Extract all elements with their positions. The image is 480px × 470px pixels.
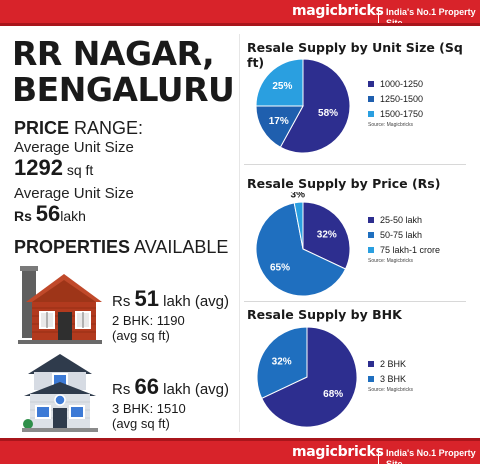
pie-slice-label-1: 58%: [318, 108, 338, 119]
legend-swatch: [368, 216, 374, 223]
chart-2-title: Resale Supply by Price (Rs): [247, 176, 441, 191]
legend-swatch: [368, 246, 374, 253]
legend-item-1: 25-50 lakh: [368, 212, 440, 227]
property-2-suffix: lakh (avg): [158, 381, 230, 398]
footer-brand-logo[interactable]: magicbricks: [292, 444, 384, 460]
avg-price-prefix: Rs: [14, 208, 36, 224]
chart-3-pie: 68% 32%: [256, 326, 358, 428]
property-1-unit: (avg sq ft): [112, 328, 170, 343]
legend-swatch: [368, 80, 374, 87]
property-2-price: Rs 66 lakh (avg): [112, 376, 229, 401]
properties-heading-rest: AVAILABLE: [130, 237, 229, 257]
legend-swatch: [368, 231, 374, 238]
legend-item-1: 1000-1250: [368, 76, 423, 91]
legend-item-3: 75 lakh-1 crore: [368, 242, 440, 257]
page-title: RR NAGAR, BENGALURU: [12, 34, 235, 109]
avg-price-unit: lakh: [60, 208, 86, 224]
properties-heading: PROPERTIES AVAILABLE: [14, 237, 228, 257]
chart-2-pie: 32% 65% 3%: [256, 192, 351, 297]
avg-size-number: 1292: [14, 155, 63, 180]
legend-swatch: [368, 95, 374, 102]
price-heading-bold: PRICE: [14, 118, 70, 138]
legend-label: 2 BHK: [380, 358, 407, 369]
avg-price-value: Rs 56lakh: [14, 202, 86, 229]
pie-slice-2: [256, 105, 304, 148]
chart-divider-1: [244, 164, 466, 165]
brick-house-icon: [18, 266, 102, 344]
avg-size-label: Average Unit Size: [14, 139, 134, 156]
pie-slice-2: [256, 202, 347, 297]
pie-slice-label-3: 3%: [291, 192, 306, 200]
legend-label: 1000-1250: [380, 78, 424, 89]
legend-label: 1500-1750: [380, 108, 424, 119]
price-range-heading: PRICE RANGE:: [14, 118, 143, 138]
chart-source: Source: Magicbricks: [368, 122, 414, 128]
property-2-details: Rs 66 lakh (avg) 3 BHK: 1510 (avg sq ft): [112, 376, 229, 432]
legend-swatch: [368, 110, 374, 117]
pie-slice-1: [279, 58, 351, 154]
price-heading-rest: RANGE:: [69, 118, 144, 138]
legend-label: 1250-1500: [380, 93, 424, 104]
header-bar: magicbricks India's No.1 Property Site: [0, 0, 480, 29]
pie-slice-label-2: 65%: [270, 262, 290, 273]
pie-slice-1: [302, 201, 351, 270]
chart-2-legend: 25-50 lakh 50-75 lakh 75 lakh-1 crore Sourc…: [368, 212, 440, 264]
legend-item-2: 1250-1500: [368, 91, 423, 106]
properties-heading-bold: PROPERTIES: [14, 237, 131, 257]
property-2-bhk: 3 BHK: 1510: [112, 401, 186, 416]
column-divider: [239, 34, 240, 432]
legend-label: 75 lakh-1 crore: [380, 244, 441, 255]
property-2-price-number: 66: [134, 374, 159, 399]
avg-price-number: 56: [35, 201, 61, 226]
pie-slice-2: [256, 326, 308, 399]
brand-tagline: India's No.1 Property Site: [378, 7, 480, 29]
title-line-1: RR NAGAR,: [12, 34, 215, 73]
legend-label: 50-75 lakh: [380, 229, 423, 240]
legend-swatch: [368, 375, 374, 382]
pie-slice-label-1: 68%: [323, 389, 343, 400]
property-1-suffix: lakh (avg): [158, 293, 230, 310]
title-line-2: BENGALURU: [12, 70, 235, 109]
chart-source: Source: Magicbricks: [368, 258, 414, 264]
property-2-unit: (avg sq ft): [112, 416, 170, 431]
brand-logo[interactable]: magicbricks: [292, 3, 384, 19]
property-1-prefix: Rs: [112, 293, 135, 310]
pie-slice-label-2: 32%: [272, 356, 292, 367]
legend-item-2: 3 BHK: [368, 371, 413, 386]
two-storey-house-icon: [22, 354, 98, 432]
legend-item-3: 1500-1750: [368, 106, 423, 121]
legend-swatch: [368, 360, 374, 367]
pie-slice-label-1: 32%: [317, 229, 337, 240]
chart-1-title: Resale Supply by Unit Size (Sq ft): [247, 40, 463, 70]
avg-size-unit: sq ft: [62, 162, 94, 178]
chart-3-legend: 2 BHK 3 BHK Source: Magicbricks: [368, 356, 413, 393]
chart-3-title: Resale Supply by BHK: [247, 307, 402, 322]
property-1-bhk: 2 BHK: 1190: [112, 313, 185, 328]
pie-slice-3: [256, 58, 304, 107]
chart-divider-2: [244, 301, 466, 302]
chart-1-legend: 1000-1250 1250-1500 1500-1750 Source: Magic…: [368, 76, 423, 128]
pie-slice-label-2: 17%: [269, 116, 289, 127]
legend-label: 3 BHK: [380, 373, 407, 384]
property-2-prefix: Rs: [112, 381, 135, 398]
pie-slice-1: [261, 326, 358, 428]
legend-label: 25-50 lakh: [380, 214, 423, 225]
avg-size-value: 1292 sq ft: [14, 156, 93, 183]
footer-tagline: India's No.1 Property Site: [378, 448, 480, 470]
property-1-details: Rs 51 lakh (avg) 2 BHK: 1190 (avg sq ft): [112, 288, 229, 344]
avg-price-label: Average Unit Size: [14, 185, 134, 202]
chart-source: Source: Magicbricks: [368, 387, 414, 393]
pie-slice-label-3: 25%: [272, 81, 292, 92]
property-1-price: Rs 51 lakh (avg): [112, 288, 229, 313]
legend-item-2: 50-75 lakh: [368, 227, 440, 242]
footer-bar: magicbricks India's No.1 Property Site: [0, 438, 480, 470]
property-1-price-number: 51: [134, 286, 159, 311]
legend-item-1: 2 BHK: [368, 356, 413, 371]
chart-1-pie: 58% 17% 25%: [256, 58, 351, 154]
pie-slice-3: [293, 201, 304, 250]
